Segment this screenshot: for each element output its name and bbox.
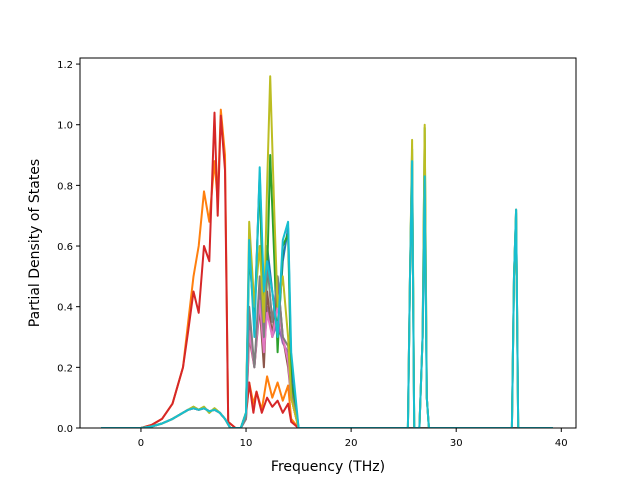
x-tick-label: 20 bbox=[345, 438, 358, 449]
x-tick-label: 40 bbox=[555, 438, 568, 449]
series-group bbox=[101, 75, 553, 428]
y-axis-label: Partial Density of States bbox=[27, 159, 43, 327]
series-line-9 bbox=[101, 75, 553, 428]
series-line-4 bbox=[101, 111, 553, 428]
axes-frame bbox=[79, 57, 577, 429]
y-tick-label: 0.6 bbox=[57, 242, 73, 253]
x-tick-label: 0 bbox=[138, 438, 144, 449]
x-axis-label: Frequency (THz) bbox=[271, 459, 385, 475]
y-tick-label: 1.2 bbox=[57, 60, 73, 71]
y-tick-label: 0.2 bbox=[57, 363, 73, 374]
x-axis: 0 10 20 30 40 bbox=[138, 428, 568, 449]
x-tick-label: 30 bbox=[450, 438, 463, 449]
x-tick-label: 10 bbox=[240, 438, 253, 449]
plot-area bbox=[80, 58, 576, 428]
y-tick-label: 0.0 bbox=[57, 424, 73, 435]
y-tick-label: 0.4 bbox=[57, 303, 73, 314]
series-line-10 bbox=[101, 160, 553, 428]
y-tick-label: 1.0 bbox=[57, 121, 73, 132]
y-tick-label: 0.8 bbox=[57, 181, 73, 192]
y-axis: 0.0 0.2 0.4 0.6 0.8 1.0 1.2 bbox=[57, 60, 80, 435]
